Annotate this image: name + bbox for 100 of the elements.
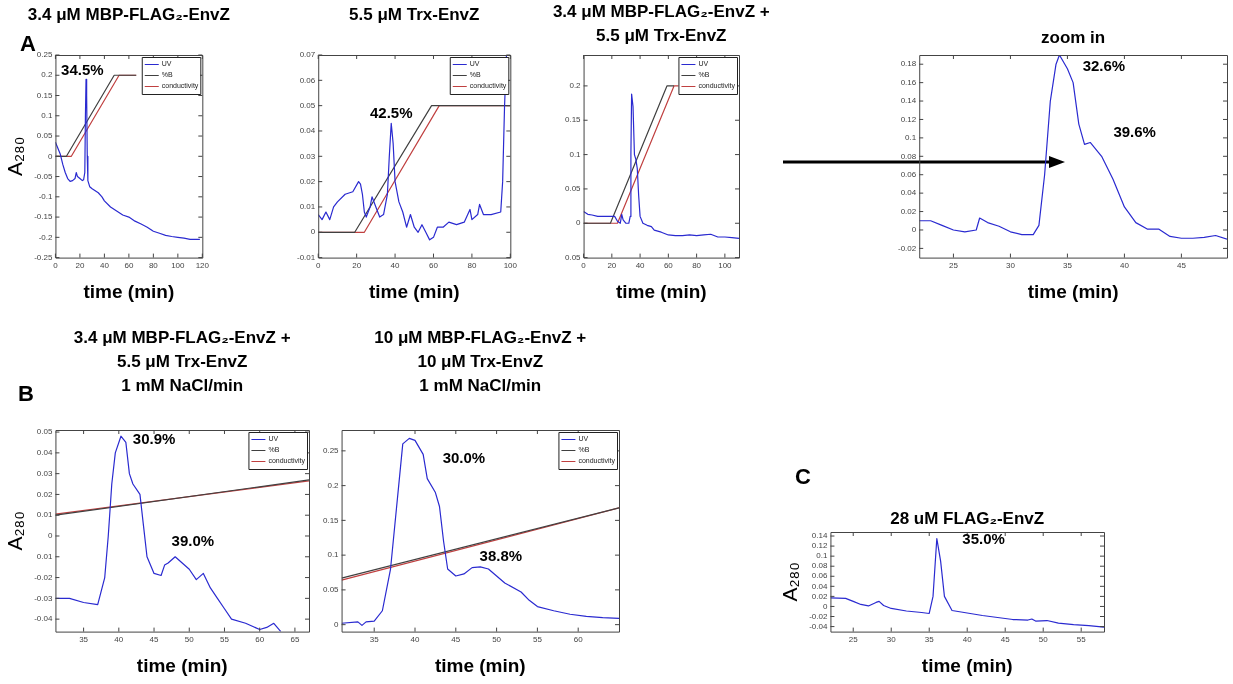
x-tick-label: 35 xyxy=(1062,260,1073,270)
y-tick-label: 0.04 xyxy=(36,448,53,458)
chart-title: 5.5 μM Trx-EnvZ xyxy=(349,5,480,24)
annotation: 39.6% xyxy=(1113,123,1156,141)
y-tick-label: 0 xyxy=(822,601,828,611)
y-tick-label: 0.08 xyxy=(811,561,828,571)
y-tick-label: 0.02 xyxy=(811,591,828,601)
text: A xyxy=(20,31,36,57)
y-tick-label: 0.01 xyxy=(36,551,53,561)
y-tick-label: 0.2 xyxy=(327,480,340,490)
y-tick-label: 0.1 xyxy=(327,550,340,560)
y-tick-label: 0.05 xyxy=(299,100,316,110)
x-tick-label: 60 xyxy=(124,260,134,270)
x-tick-label: 60 xyxy=(573,634,584,644)
x-tick-label: 30 xyxy=(886,634,897,644)
y-tick-label: 0.14 xyxy=(900,96,917,106)
x-axis-title: time (min) xyxy=(434,654,526,676)
x-tick-label: 35 xyxy=(369,634,380,644)
y-tick-label: 0.01 xyxy=(36,510,53,520)
x-tick-label: 50 xyxy=(492,634,502,644)
chart-title: 10 μM MBP-FLAG₂-EnvZ + 10 μM Trx-EnvZ 1 mM NaCl/min xyxy=(373,327,588,397)
y-tick-label: 0.25 xyxy=(322,446,340,456)
x-tick-label: 45 xyxy=(1176,260,1187,270)
y-tick-label: 0.25 xyxy=(36,50,53,60)
y-tick-label: 0.06 xyxy=(299,75,316,85)
y-tick-label: -0.1 xyxy=(38,192,53,202)
x-tick-label: 40 xyxy=(390,260,401,270)
chart-title: 3.4 μM MBP-FLAG₂-EnvZ xyxy=(26,4,231,26)
y-tick-label: -0.2 xyxy=(38,232,53,242)
x-tick-label: 35 xyxy=(79,634,89,644)
y-tick-label: -0.05 xyxy=(34,171,53,181)
x-tick-label: 60 xyxy=(663,260,674,270)
x-axis-title: time (min) xyxy=(83,280,175,302)
text: B xyxy=(18,381,34,407)
y-tick-label: 0.05 xyxy=(36,427,53,437)
annotation: 30.0% xyxy=(442,449,486,467)
x-tick-label: 40 xyxy=(410,634,420,644)
y-tick-label: 0.15 xyxy=(36,90,53,100)
chart-title: zoom in xyxy=(1040,27,1107,49)
x-tick-label: 45 xyxy=(1000,634,1011,644)
y-tick-label: 0.18 xyxy=(900,59,917,69)
y-tick-label: -0.25 xyxy=(34,252,53,262)
chart-title: 3.4 μM MBP-FLAG₂-EnvZ + 5.5 μM Trx-EnvZ 1 mM NaCl/min xyxy=(73,328,291,395)
x-tick-label: 45 xyxy=(451,634,461,644)
annotation: 34.5% xyxy=(61,61,104,79)
x-tick-label: 80 xyxy=(467,260,477,270)
y-tick-label: 0 xyxy=(576,218,582,228)
y-tick-label: 0.02 xyxy=(36,489,53,499)
y-tick-label: 0.1 xyxy=(905,133,917,143)
annotation: 32.6% xyxy=(1082,57,1126,75)
y-tick-label: 0 xyxy=(334,619,340,629)
x-axis-title: time (min) xyxy=(368,280,460,302)
y-tick-label: 0.2 xyxy=(569,81,582,91)
y-tick-label: 0.02 xyxy=(900,206,917,216)
y-tick-label: -0.04 xyxy=(34,614,53,624)
y-tick-label: 0.04 xyxy=(900,188,917,198)
x-tick-label: 40 xyxy=(635,260,646,270)
x-tick-label: 25 xyxy=(948,260,959,270)
y-tick-label: 0.12 xyxy=(900,114,917,124)
y-tick-label: -0.02 xyxy=(34,572,53,582)
y-tick-label: 0 xyxy=(911,225,917,235)
x-tick-label: 20 xyxy=(352,260,362,270)
y-tick-label: 0.1 xyxy=(569,149,582,159)
chart-title: 28 uM FLAG₂-EnvZ xyxy=(889,508,1046,530)
x-tick-label: 55 xyxy=(532,634,543,644)
y-tick-label: 0.05 xyxy=(36,131,53,141)
y-tick-label: 0.07 xyxy=(299,50,316,60)
x-tick-label: 50 xyxy=(1038,634,1049,644)
y-tick-label: -0.15 xyxy=(34,212,53,222)
y-tick-label: 0.1 xyxy=(41,110,53,120)
x-tick-label: 35 xyxy=(924,634,935,644)
y-tick-label: 0.01 xyxy=(299,202,316,212)
x-tick-label: 100 xyxy=(718,260,733,270)
y-tick-label: 0.04 xyxy=(811,581,828,591)
y-axis-title: A₂₈₀ xyxy=(778,562,802,602)
x-tick-label: 50 xyxy=(184,634,195,644)
x-tick-label: 65 xyxy=(290,634,300,644)
annotation: 30.9% xyxy=(132,430,176,448)
y-tick-label: 0.06 xyxy=(811,571,828,581)
y-tick-label: 0.14 xyxy=(811,531,828,541)
y-tick-label: 0.12 xyxy=(811,541,828,551)
chart-title: 3.4 μM MBP-FLAG₂-EnvZ + 5.5 μM Trx-EnvZ xyxy=(551,1,771,47)
annotation: 38.8% xyxy=(479,547,523,565)
x-axis-title: time (min) xyxy=(136,654,228,676)
x-tick-label: 120 xyxy=(195,260,210,270)
x-tick-label: 20 xyxy=(607,260,617,270)
x-axis-title: time (min) xyxy=(921,654,1013,676)
x-tick-label: 60 xyxy=(255,634,265,644)
y-tick-label: 0 xyxy=(47,151,53,161)
y-tick-label: -0.02 xyxy=(898,243,917,253)
x-tick-label: 20 xyxy=(75,260,85,270)
annotation: 35.0% xyxy=(962,530,1005,548)
y-tick-label: 0.03 xyxy=(299,151,316,161)
x-tick-label: 60 xyxy=(429,260,439,270)
y-tick-label: -0.02 xyxy=(809,611,828,621)
x-tick-label: 100 xyxy=(171,260,186,270)
y-tick-label: -0.01 xyxy=(297,252,316,262)
y-tick-label: 0.06 xyxy=(900,169,917,179)
x-tick-label: 80 xyxy=(148,260,159,270)
x-tick-label: 80 xyxy=(692,260,702,270)
